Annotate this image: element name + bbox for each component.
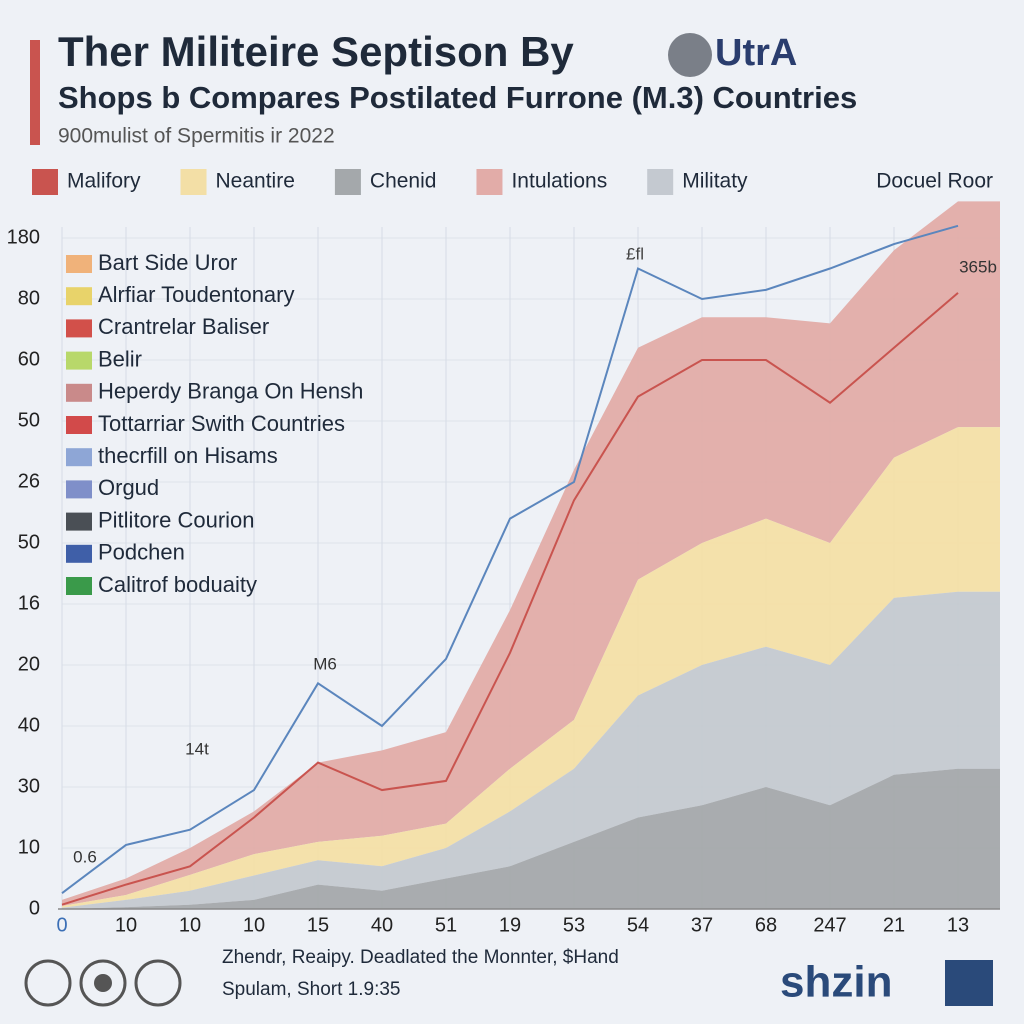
inset-legend-swatch: [66, 544, 92, 563]
x-tick-label: 247: [813, 914, 846, 936]
legend-label: Intulations: [511, 170, 607, 193]
inset-legend-swatch: [66, 512, 92, 531]
inset-legend-swatch: [66, 416, 92, 434]
inset-legend-label: Calitrof boduaity: [98, 572, 257, 597]
inset-legend-label: Tottarriar Swith Countries: [98, 411, 345, 436]
icon: [134, 959, 182, 1007]
inset-legend-label: Podchen: [98, 540, 185, 565]
x-tick-label: 68: [755, 914, 777, 936]
area: [62, 427, 1000, 908]
title-badge: UtrA: [715, 32, 797, 74]
y-tick-label: 26: [18, 470, 40, 492]
inset-legend-swatch: [66, 577, 92, 595]
legend-swatch: [334, 169, 361, 195]
legend-note: Docuel Roor: [876, 170, 993, 193]
y-tick-label: 16: [18, 592, 40, 614]
icon: [24, 959, 72, 1007]
inset-legend-swatch: [66, 351, 92, 370]
inset-legend-swatch: [66, 287, 92, 306]
x-tick-label: 15: [307, 914, 329, 936]
inset-legend-label: Bart Side Uror: [98, 250, 237, 275]
y-tick-label: 60: [18, 348, 40, 370]
inset-legend-label: Heperdy Branga On Hensh: [98, 379, 363, 404]
logo-mark: [945, 960, 993, 1006]
inset-legend-swatch: [66, 448, 92, 467]
x-tick-label: 37: [691, 914, 713, 936]
inset-legend-label: thecrfill on Hisams: [98, 443, 278, 468]
inset-legend-label: Pitlitore Courion: [98, 507, 255, 532]
legend-label: Neantire: [216, 170, 295, 193]
chart-source: 900mulist of Spermitis ir 2022: [58, 125, 335, 148]
inset-legend-swatch: [66, 383, 92, 402]
y-tick-label: 80: [18, 287, 40, 309]
x-tick-label: 0: [56, 914, 67, 936]
inset-legend-swatch: [66, 480, 92, 499]
x-tick-label: 40: [371, 914, 393, 936]
annotation: M6: [313, 654, 337, 673]
footer-line: Spulam, Short 1.9:35: [222, 979, 401, 1000]
inset-legend-swatch: [66, 255, 92, 273]
x-tick-label: 54: [627, 914, 649, 936]
chart-subtitle: Shops b Compares Postilated Furrone (M.3…: [58, 80, 857, 115]
x-tick-label: 21: [883, 914, 905, 936]
x-tick-label: 10: [115, 914, 137, 936]
icon: [94, 974, 112, 992]
footer-line: Zhendr, Reaipy. Deadlated the Monnter, $…: [222, 947, 619, 968]
x-tick-label: 13: [947, 914, 969, 936]
icon: [79, 959, 127, 1007]
legend-swatch: [647, 169, 674, 195]
annotation: 365b: [959, 257, 997, 276]
inset-legend-label: Alrfiar Toudentonary: [98, 282, 295, 307]
x-tick-label: 19: [499, 914, 521, 936]
annotation: 14t: [185, 739, 209, 758]
area: [62, 768, 1000, 909]
y-tick-label: 40: [18, 714, 40, 736]
y-tick-label: 10: [18, 836, 40, 858]
inset-legend-swatch: [66, 319, 92, 338]
y-tick-label: 20: [18, 653, 40, 675]
annotation: £fl: [626, 244, 644, 263]
logo-text: shzin: [780, 958, 892, 1007]
chart-title: Ther Militeire Septison By: [58, 28, 574, 75]
legend-label: Malifory: [67, 170, 141, 193]
title-icon: [668, 33, 712, 77]
footer-icons: [24, 959, 182, 1007]
legend-swatch: [32, 169, 58, 195]
x-tick-label: 10: [179, 914, 201, 936]
inset-legend-label: Crantrelar Baliser: [98, 314, 269, 339]
legend-label: Militaty: [682, 170, 748, 193]
area: [62, 201, 1000, 906]
line: [61, 224, 959, 894]
y-tick-label: 180: [7, 226, 40, 248]
title-accent: [30, 40, 40, 145]
inset-legend-label: Orgud: [98, 475, 159, 500]
y-tick-label: 50: [18, 531, 40, 553]
plot-area: [58, 201, 1000, 910]
line: [61, 292, 959, 906]
legend-label: Chenid: [370, 170, 437, 193]
y-tick-label: 50: [18, 409, 40, 431]
x-tick-label: 51: [435, 914, 457, 936]
annotation: 0.6: [73, 847, 97, 866]
area: [62, 591, 1000, 909]
y-tick-label: 30: [18, 775, 40, 797]
legend-swatch: [180, 169, 207, 195]
y-tick-label: 0: [29, 897, 40, 919]
inset-legend-label: Belir: [98, 346, 142, 371]
legend-swatch: [476, 169, 503, 195]
x-tick-label: 53: [563, 914, 585, 936]
x-tick-label: 10: [243, 914, 265, 936]
